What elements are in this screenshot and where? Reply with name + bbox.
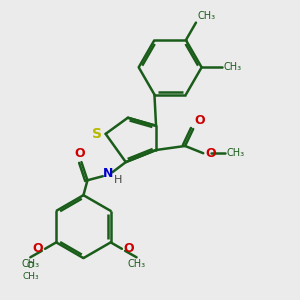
Text: CH₃: CH₃	[21, 259, 39, 269]
Text: O: O	[74, 147, 85, 160]
Text: O: O	[33, 242, 44, 255]
Text: O: O	[195, 114, 206, 128]
Text: O
CH₃: O CH₃	[22, 261, 39, 281]
Text: CH₃: CH₃	[226, 148, 245, 158]
Text: CH₃: CH₃	[198, 11, 216, 21]
Text: S: S	[92, 127, 102, 141]
Text: O: O	[205, 147, 216, 160]
Text: N: N	[103, 167, 113, 180]
Text: O: O	[124, 242, 134, 255]
Text: CH₃: CH₃	[224, 62, 242, 72]
Text: H: H	[113, 175, 122, 185]
Text: CH₃: CH₃	[128, 259, 146, 269]
